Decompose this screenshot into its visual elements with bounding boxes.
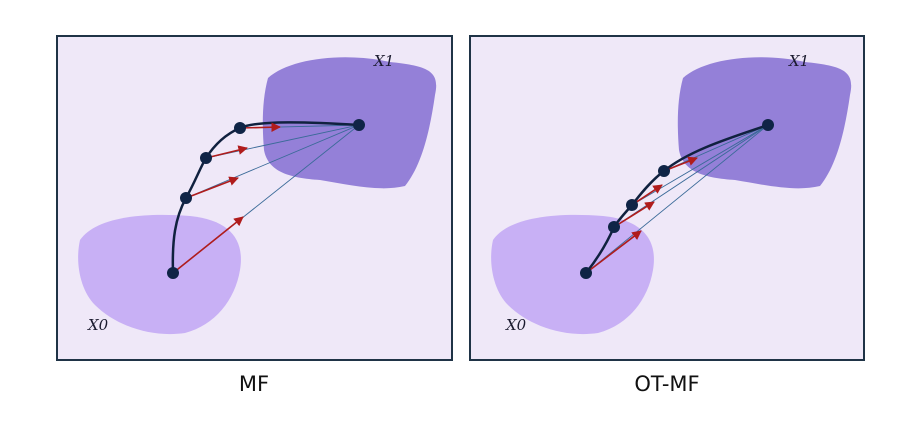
velocity-arrows <box>172 122 281 274</box>
guide-line <box>585 124 769 274</box>
trajectory-node <box>608 221 620 233</box>
trajectory-node <box>167 267 179 279</box>
trajectory-node <box>180 192 192 204</box>
velocity-arrow <box>631 184 663 206</box>
target-node <box>353 119 365 131</box>
trajectory-node <box>234 122 246 134</box>
velocity-arrow <box>172 216 244 274</box>
target-distribution-blob <box>262 57 437 189</box>
velocity-arrow <box>185 176 239 199</box>
trajectory-nodes <box>167 119 365 279</box>
velocity-arrow <box>585 230 642 274</box>
target-node <box>762 119 774 131</box>
velocity-arrow <box>205 145 248 159</box>
source-set-label: X0 <box>87 316 109 334</box>
panel-ot-mf: X1 X0 <box>469 35 865 361</box>
trajectory-node <box>200 152 212 164</box>
panel-caption-mf: MF <box>238 372 270 396</box>
trajectory-node <box>580 267 592 279</box>
source-set-label: X0 <box>505 316 527 334</box>
trajectory-node <box>626 199 638 211</box>
trajectory-node <box>658 165 670 177</box>
velocity-arrow <box>613 201 655 228</box>
target-set-label: X1 <box>373 52 394 70</box>
guide-line <box>613 124 769 228</box>
target-set-label: X1 <box>788 52 809 70</box>
velocity-arrow <box>239 122 281 133</box>
source-distribution-blob <box>78 214 241 335</box>
source-distribution-blob <box>491 214 654 335</box>
guide-line <box>185 124 360 199</box>
trajectory-nodes <box>580 119 774 279</box>
panel-mf: X1 X0 <box>56 35 453 361</box>
panel-caption-ot-mf: OT-MF <box>634 372 700 396</box>
